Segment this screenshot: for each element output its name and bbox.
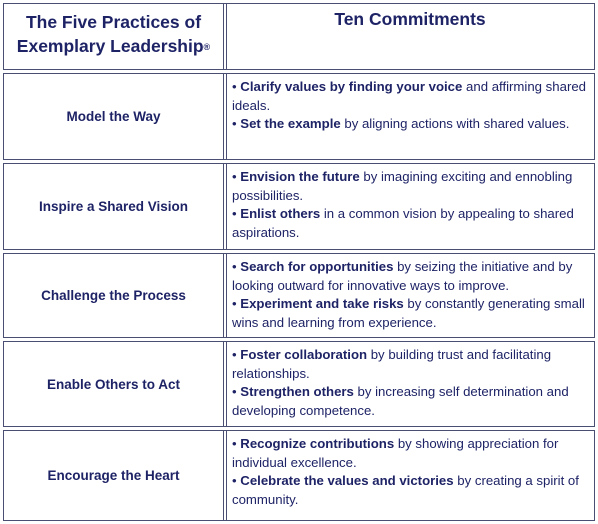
bullet: • <box>232 116 237 131</box>
bullet: • <box>232 79 237 94</box>
commitment-text: by imagining exciting and ennobling poss… <box>232 169 573 203</box>
table-row: Challenge the Process • Search for oppor… <box>3 253 595 338</box>
bullet: • <box>232 259 237 274</box>
commitment-title: Experiment and take risks <box>240 296 404 311</box>
commitments-header: Ten Commitments <box>226 4 594 69</box>
practice-label: Encourage the Heart <box>47 468 180 483</box>
commitment-item: • Recognize contributions by showing app… <box>232 435 588 472</box>
practice-cell: Encourage the Heart <box>4 431 224 520</box>
bullet: • <box>232 206 237 221</box>
commitment-title: Search for opportunities <box>240 259 394 274</box>
commitment-item: • Enlist others in a common vision by ap… <box>232 205 588 242</box>
commitment-text: by building trust and facilitating relat… <box>232 347 552 381</box>
commitments-cell: • Foster collaboration by building trust… <box>226 342 594 426</box>
commitment-item: • Clarify values by finding your voice a… <box>232 78 588 115</box>
practices-header-line2-text: Exemplary Leadership <box>16 36 204 56</box>
practice-label: Enable Others to Act <box>46 376 181 392</box>
commitment-title: Recognize contributions <box>240 436 395 451</box>
commitment-item: • Strengthen others by increasing self d… <box>232 383 588 420</box>
commitment-title: Foster collaboration <box>240 347 368 362</box>
practices-header: The Five Practices of Exemplary Leadersh… <box>4 4 224 69</box>
commitment-item: • Experiment and take risks by constantl… <box>232 295 588 332</box>
commitment-title: Strengthen others <box>240 384 354 399</box>
commitments-cell: • Clarify values by finding your voice a… <box>226 74 594 159</box>
practices-header-line2: Exemplary Leadership® <box>17 34 210 59</box>
practice-cell: Inspire a Shared Vision <box>4 164 224 249</box>
practice-cell: Challenge the Process <box>4 254 224 337</box>
bullet: • <box>232 169 237 184</box>
practice-label: Inspire a Shared Vision <box>38 199 189 214</box>
table-row: Enable Others to Act • Foster collaborat… <box>3 341 595 427</box>
table-row: Encourage the Heart • Recognize contribu… <box>3 430 595 521</box>
registered-mark: ® <box>203 42 211 52</box>
bullet: • <box>232 384 237 399</box>
bullet: • <box>232 473 237 488</box>
commitments-cell: • Envision the future by imagining excit… <box>226 164 594 249</box>
commitment-item: • Foster collaboration by building trust… <box>232 346 588 383</box>
commitment-title: Enlist others <box>240 206 321 221</box>
practice-label: Model the Way <box>66 109 161 124</box>
practice-cell: Model the Way <box>4 74 224 159</box>
table-row: Inspire a Shared Vision • Envision the f… <box>3 163 595 250</box>
commitment-text: by aligning actions with shared values. <box>340 116 570 131</box>
commitment-title: Set the example <box>240 116 341 131</box>
commitment-item: • Celebrate the values and victories by … <box>232 472 588 509</box>
bullet: • <box>232 296 237 311</box>
commitment-title: Envision the future <box>240 169 360 184</box>
commitment-item: • Envision the future by imagining excit… <box>232 168 588 205</box>
commitment-title: Celebrate the values and victories <box>240 473 454 488</box>
commitment-item: • Search for opportunities by seizing th… <box>232 258 588 295</box>
commitments-cell: • Recognize contributions by showing app… <box>226 431 594 520</box>
practice-label: Challenge the Process <box>41 288 186 303</box>
commitment-item: • Set the example by aligning actions wi… <box>232 115 588 134</box>
commitment-title: Clarify values by finding your voice <box>240 79 463 94</box>
commitment-text: by showing appreciation for individual e… <box>232 436 559 470</box>
commitment-text: in a common vision by appealing to share… <box>232 206 574 240</box>
bullet: • <box>232 347 237 362</box>
table-row: Model the Way • Clarify values by findin… <box>3 73 595 160</box>
commitment-text: by seizing the initiative and by looking… <box>232 259 573 293</box>
commitment-text: by creating a spirit of community. <box>232 473 579 507</box>
commitment-text: by increasing self determination and dev… <box>232 384 569 418</box>
practice-cell: Enable Others to Act <box>4 342 224 426</box>
header-row: The Five Practices of Exemplary Leadersh… <box>3 3 595 70</box>
bullet: • <box>232 436 237 451</box>
practices-header-line1: The Five Practices of <box>25 12 202 32</box>
commitments-header-text: Ten Commitments <box>334 9 486 29</box>
commitment-text: by constantly generating small wins and … <box>232 296 585 330</box>
commitments-cell: • Search for opportunities by seizing th… <box>226 254 594 337</box>
commitment-text: and affirming shared ideals. <box>232 79 587 113</box>
